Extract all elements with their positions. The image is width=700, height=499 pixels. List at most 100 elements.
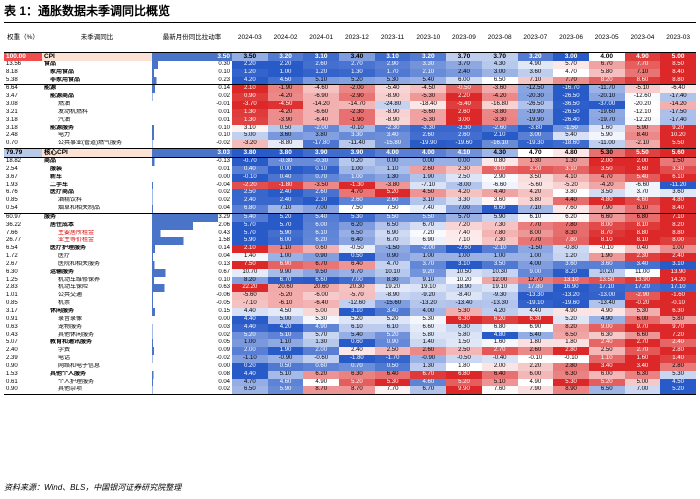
value-cell: 4.70 (588, 173, 625, 182)
value-cell: 4.90 (553, 308, 589, 316)
value-cell: 3.00 (481, 68, 518, 77)
value-cell: 0.50 (267, 124, 304, 133)
value-cell: 2.00 (481, 362, 518, 371)
value-cell: 3.10 (232, 124, 268, 133)
value-cell: 1.30 (339, 68, 375, 77)
header-latest: 最新月份同比拉动率 (152, 22, 232, 53)
category-name: 医疗 (58, 253, 71, 260)
value-cell: 2.40 (339, 347, 375, 356)
value-cell: 7.50 (339, 205, 375, 214)
value-cell: -14.70 (339, 101, 375, 109)
value-cell: 0.90 (232, 93, 268, 102)
value-cell: 5.20 (446, 378, 482, 387)
value-cell: 8.70 (339, 386, 375, 396)
value-cell: 2.40 (660, 253, 696, 261)
weight-cell: 0.54 (6, 205, 18, 212)
value-cell: -5.60 (232, 292, 268, 301)
category-name: 非家用食品 (50, 76, 81, 83)
category-name: 居住成本 (50, 221, 75, 228)
value-cell: 6.10 (517, 212, 554, 222)
table-row: 3.17 休闲服务 0.15 4.40 4.50 5.00 3.10 3.40 4.00 5.30… (4, 308, 696, 316)
value-cell: 4.90 (588, 308, 625, 316)
table-row: 26.77 业主等价租金 1.58 5.90 6.00 6.20 6.40 6.70 6.90 7… (4, 237, 696, 246)
value-cell: 3.50 (588, 189, 625, 198)
table-row: 0.54 烟草和相关制品 0.04 6.80 7.10 7.00 7.50 7.50 7.40 7… (4, 205, 696, 214)
value-cell: 2.60 (303, 60, 340, 69)
value-cell: 3.70 (624, 189, 661, 198)
value-cell: 8.70 (303, 386, 340, 396)
value-cell: 13.90 (660, 268, 696, 277)
value-cell: 6.50 (481, 76, 518, 85)
weight-cell: 8.18 (6, 68, 18, 75)
value-cell: 6.20 (303, 237, 340, 246)
value-cell: -3.50 (303, 181, 340, 190)
value-cell: 7.10 (660, 212, 696, 222)
category-name: 医疗护理服务 (50, 245, 87, 252)
value-cell: 3.60 (267, 132, 304, 141)
value-cell: 4.00 (588, 52, 625, 61)
latest-contribution: -0.02 (152, 140, 232, 149)
value-cell: -12.20 (624, 116, 661, 125)
table-row: 6.30 运输服务 0.67 10.70 9.90 9.50 9.70 10.10 9.20 10… (4, 268, 696, 277)
value-cell: -18.60 (553, 140, 589, 149)
category-name: 能源服务 (50, 124, 75, 131)
value-cell: 8.60 (624, 76, 661, 85)
value-cell: 6.00 (624, 315, 661, 324)
value-cell: 5.30 (339, 212, 375, 222)
value-cell: 19.10 (481, 284, 518, 293)
value-cell: 7.70 (624, 60, 661, 69)
value-cell: -19.30 (517, 140, 554, 149)
value-cell: 5.70 (232, 221, 268, 230)
value-cell: 8.40 (624, 132, 661, 141)
weight-cell: 6.64 (4, 84, 42, 94)
value-cell: 16.90 (553, 284, 589, 293)
value-cell: 6.30 (339, 370, 375, 379)
value-cell: 5.40 (232, 212, 268, 222)
value-cell: 6.60 (303, 276, 340, 285)
category-name: CPI (44, 53, 55, 60)
value-cell: 1.00 (660, 245, 696, 254)
value-cell: -13.00 (588, 292, 625, 301)
value-cell: 3.70 (481, 52, 518, 61)
value-cell: 2.00 (303, 347, 340, 356)
value-cell: 2.20 (232, 60, 268, 69)
value-cell: 4.40 (232, 323, 268, 332)
value-cell: 0.90 (374, 339, 411, 348)
table-row: 0.63 宠物服务 0.03 4.40 4.20 4.90 6.10 6.10 6.60 6.30… (4, 323, 696, 332)
value-cell: 10.50 (446, 268, 482, 277)
value-cell: 6.20 (339, 221, 375, 230)
value-cell: 1.40 (232, 253, 268, 261)
value-cell: -3.70 (232, 101, 268, 109)
value-cell: -14.20 (660, 101, 696, 109)
value-cell: -13.40 (446, 300, 482, 308)
value-cell: -11.70 (588, 84, 625, 94)
value-cell: 14.20 (660, 276, 696, 285)
value-cell: 8.20 (232, 276, 268, 285)
value-cell: -8.90 (374, 93, 411, 102)
value-cell: 5.10 (267, 370, 304, 379)
table-row: 36.22 居住成本 2.06 5.70 5.70 6.00 6.20 6.50 6.70 7.2… (4, 221, 696, 230)
value-cell: 3.60 (660, 189, 696, 198)
value-cell: -3.90 (267, 116, 304, 125)
header-month: 2023-07 (517, 22, 554, 53)
category-name: 核心CPI (42, 148, 152, 158)
value-cell: 1.10 (267, 339, 304, 348)
value-cell: 7.70 (553, 76, 589, 85)
category-name: 发动机燃料 (58, 108, 89, 115)
value-cell: -3.20 (232, 140, 268, 149)
value-cell: 0.00 (267, 165, 304, 174)
value-cell: -19.90 (410, 140, 447, 149)
value-cell: -13.40 (588, 300, 625, 308)
value-cell: 3.10 (446, 260, 482, 269)
value-cell: 1.60 (588, 124, 625, 133)
value-cell: 2.40 (267, 189, 304, 198)
value-cell: -0.10 (339, 124, 375, 133)
value-cell: 4.20 (481, 308, 518, 316)
category-name: 学费 (58, 347, 71, 354)
value-cell: -4.60 (303, 84, 340, 94)
value-cell: 9.10 (410, 276, 447, 285)
value-cell: 6.00 (303, 221, 340, 230)
value-cell: 2.80 (660, 362, 696, 371)
value-cell: 8.90 (553, 386, 589, 396)
latest-contribution: 0.02 (152, 386, 232, 396)
